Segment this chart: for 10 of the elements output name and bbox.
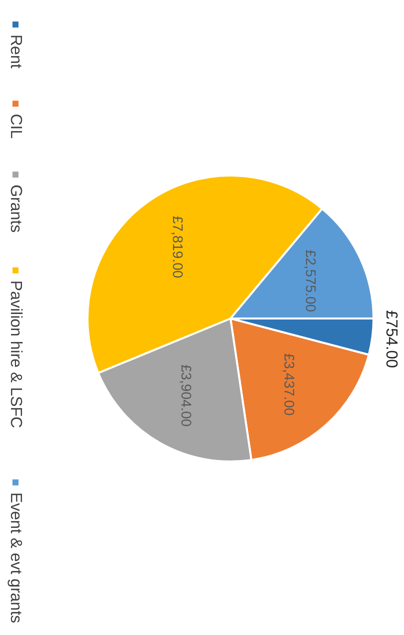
legend-label: CIL xyxy=(7,114,24,139)
data-label: £7,819.00 xyxy=(170,216,186,278)
data-label: £2,575.00 xyxy=(302,250,319,312)
legend-label: Rent xyxy=(7,34,24,69)
data-label: £3,437.00 xyxy=(282,353,298,416)
legend-label: Grants xyxy=(7,184,24,233)
legend-label: Event & evt grants xyxy=(7,492,24,624)
legend-label: Pavilion hire & LSFC xyxy=(7,280,24,428)
data-label: £754.00 xyxy=(382,310,400,368)
data-label: £3,904.00 xyxy=(178,364,195,427)
